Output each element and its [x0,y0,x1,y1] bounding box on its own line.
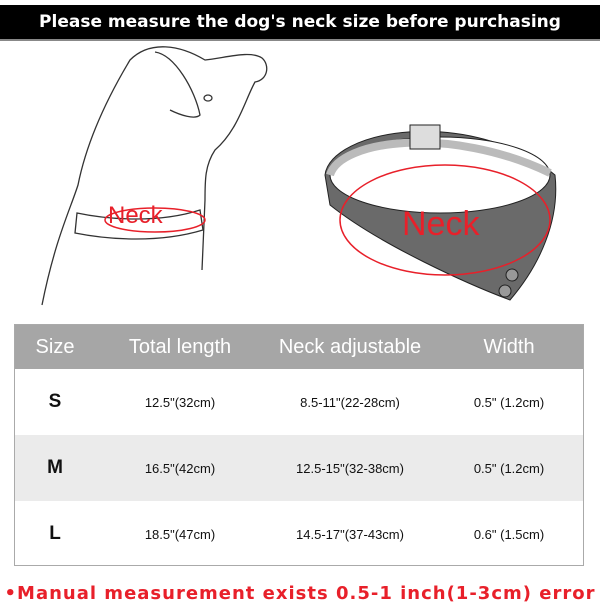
header-width: Width [483,335,535,358]
size-cell: M [47,457,63,478]
neck-adjustable-cell: 8.5-11"(22-28cm) [300,394,400,410]
table-row: L 18.5"(47cm) 14.5-17"(37-43cm) 0.6" (1.… [15,501,583,567]
measurement-note: •Manual measurement exists 0.5-1 inch(1-… [4,583,596,604]
illustration-area: Neck Neck [0,45,600,315]
table-row: M 16.5"(42cm) 12.5-15"(32-38cm) 0.5" (1.… [15,435,583,501]
table-row: S 12.5"(32cm) 8.5-11"(22-28cm) 0.5" (1.2… [15,369,583,435]
size-cell: S [48,391,62,412]
header-total-length: Total length [128,335,232,358]
dog-illustration [41,46,557,306]
total-length-cell: 18.5"(47cm) [144,526,216,542]
size-table: Size Total length Neck adjustable Width … [14,324,584,566]
neck-adjustable-cell: 14.5-17"(37-43cm) [296,526,404,542]
neck-adjustable-cell: 12.5-15"(32-38cm) [296,460,404,476]
header-neck-adjustable: Neck adjustable [278,335,422,358]
width-cell: 0.6" (1.5cm) [473,526,545,542]
table-header: Size Total length Neck adjustable Width [15,325,583,369]
title-banner: Please measure the dog's neck size befor… [0,5,600,41]
total-length-cell: 12.5"(32cm) [144,394,216,410]
size-cell: L [49,523,61,544]
width-cell: 0.5" (1.2cm) [473,394,545,410]
header-size: Size [35,335,75,358]
banner-title: Please measure the dog's neck size befor… [39,12,561,32]
total-length-cell: 16.5"(42cm) [144,460,216,476]
collar-neck-label: Neck [402,205,480,243]
dog-neck-label: Neck [108,202,163,229]
width-cell: 0.5" (1.2cm) [473,460,545,476]
